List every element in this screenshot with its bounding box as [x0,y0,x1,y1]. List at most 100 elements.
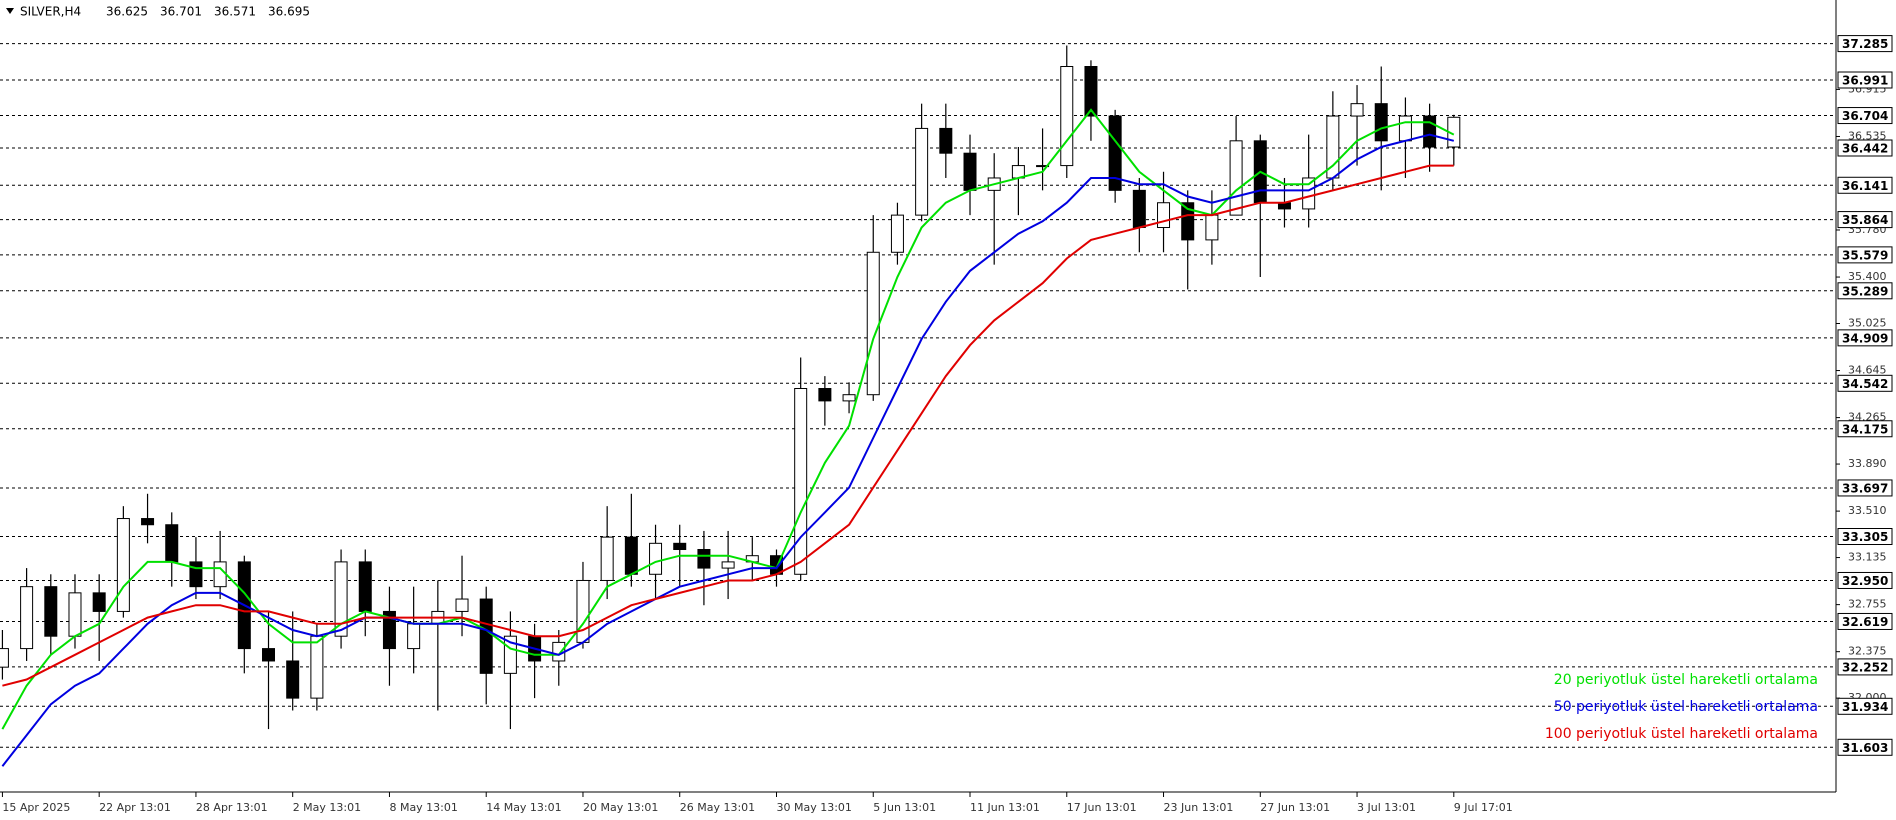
x-tick-label: 3 Jul 13:01 [1357,801,1416,814]
level-box [1837,528,1893,546]
candle-body [721,561,735,569]
level-box [1837,658,1893,676]
ema-line [2,164,1454,687]
candle-body [286,660,300,699]
header-price: 36.625 [106,5,148,19]
candle-body [673,542,687,551]
header-price: 36.571 [214,5,256,19]
level-label: 31.603 [1842,741,1888,755]
candle-body [600,536,614,581]
candle-body [1302,177,1316,210]
level-label: 31.934 [1842,700,1888,714]
x-tick-label: 20 May 13:01 [583,801,658,814]
candle-body [1374,103,1388,142]
level-box [1837,71,1893,89]
ema-line [1,133,1455,767]
level-box [1837,612,1893,630]
level-box [1837,282,1893,300]
candle-body [189,561,203,588]
candle-body [1060,66,1074,167]
candle-body [358,561,372,612]
candle-body [0,648,9,668]
legend-entry: 50 periyotluk üstel hareketli ortalama [1554,699,1818,715]
header-arrow [6,8,14,14]
level-label: 36.991 [1842,74,1888,88]
y-tick-label: 32.755 [1848,598,1887,611]
candle-body [794,388,808,575]
y-tick-label: 33.510 [1848,504,1887,517]
candle-body [1132,189,1146,229]
level-label: 33.697 [1842,481,1888,495]
level-box [1837,211,1893,229]
level-box [1837,420,1893,438]
level-box [1837,139,1893,157]
x-tick-label: 22 Apr 13:01 [99,801,171,814]
x-tick-label: 17 Jun 13:01 [1067,801,1137,814]
level-label: 36.141 [1842,179,1888,193]
level-label: 34.175 [1842,422,1888,436]
level-box [1837,374,1893,392]
candle-body [68,592,82,637]
legend-entry: 100 periyotluk üstel hareketli ortalama [1545,726,1818,742]
y-tick-label: 33.890 [1848,457,1887,470]
level-label: 36.704 [1842,109,1888,123]
candle-body [262,648,276,662]
candle-body [20,586,34,650]
level-label: 34.542 [1842,377,1888,391]
candle-body [624,536,638,575]
header-price: 36.695 [268,5,310,19]
x-tick-label: 26 May 13:01 [680,801,755,814]
candle-body [1350,103,1364,117]
candle-body [1036,165,1050,168]
candle-body [116,518,130,612]
level-label: 35.864 [1842,213,1888,227]
x-tick-label: 14 May 13:01 [486,801,561,814]
y-tick-label: 35.025 [1848,316,1887,329]
candle-body [915,127,929,216]
candle-body [697,549,711,569]
candle-body [479,598,493,674]
candle-body [310,635,324,699]
level-box [1837,738,1893,756]
level-box [1837,176,1893,194]
candle-body [963,152,977,191]
candle-body [576,579,590,643]
y-tick-label: 32.375 [1848,645,1887,658]
candle-body [1084,66,1098,117]
y-tick-label: 36.535 [1848,129,1887,142]
level-label: 33.305 [1842,530,1888,544]
candle-body [44,586,58,637]
level-box [1837,35,1893,53]
x-tick-label: 30 May 13:01 [776,801,851,814]
candle-body [141,518,155,526]
candle-body [890,214,904,253]
level-label: 37.285 [1842,37,1888,51]
level-label: 35.289 [1842,284,1888,298]
level-box [1837,107,1893,125]
candle-body [1205,214,1219,241]
level-label: 32.619 [1842,615,1888,629]
y-tick-label: 34.645 [1848,364,1887,377]
candle-body [866,251,880,396]
level-label: 36.442 [1842,141,1888,155]
x-tick-label: 2 May 13:01 [293,801,361,814]
header-price: 36.701 [160,5,202,19]
candle-body [1108,115,1122,191]
y-tick-label: 33.135 [1848,551,1887,564]
candle-body [1229,140,1243,216]
x-tick-label: 27 Jun 13:01 [1260,801,1330,814]
x-tick-label: 23 Jun 13:01 [1164,801,1234,814]
candle-body [1423,115,1437,148]
legend-entry: 20 periyotluk üstel hareketli ortalama [1554,672,1818,688]
level-box [1837,479,1893,497]
level-box [1837,571,1893,589]
candle-body [818,388,832,402]
candle-body [382,610,396,650]
x-tick-label: 28 Apr 13:01 [196,801,268,814]
candle-body [165,524,179,563]
candle-body [407,623,421,650]
candle-body [842,394,856,402]
level-label: 32.950 [1842,574,1888,588]
